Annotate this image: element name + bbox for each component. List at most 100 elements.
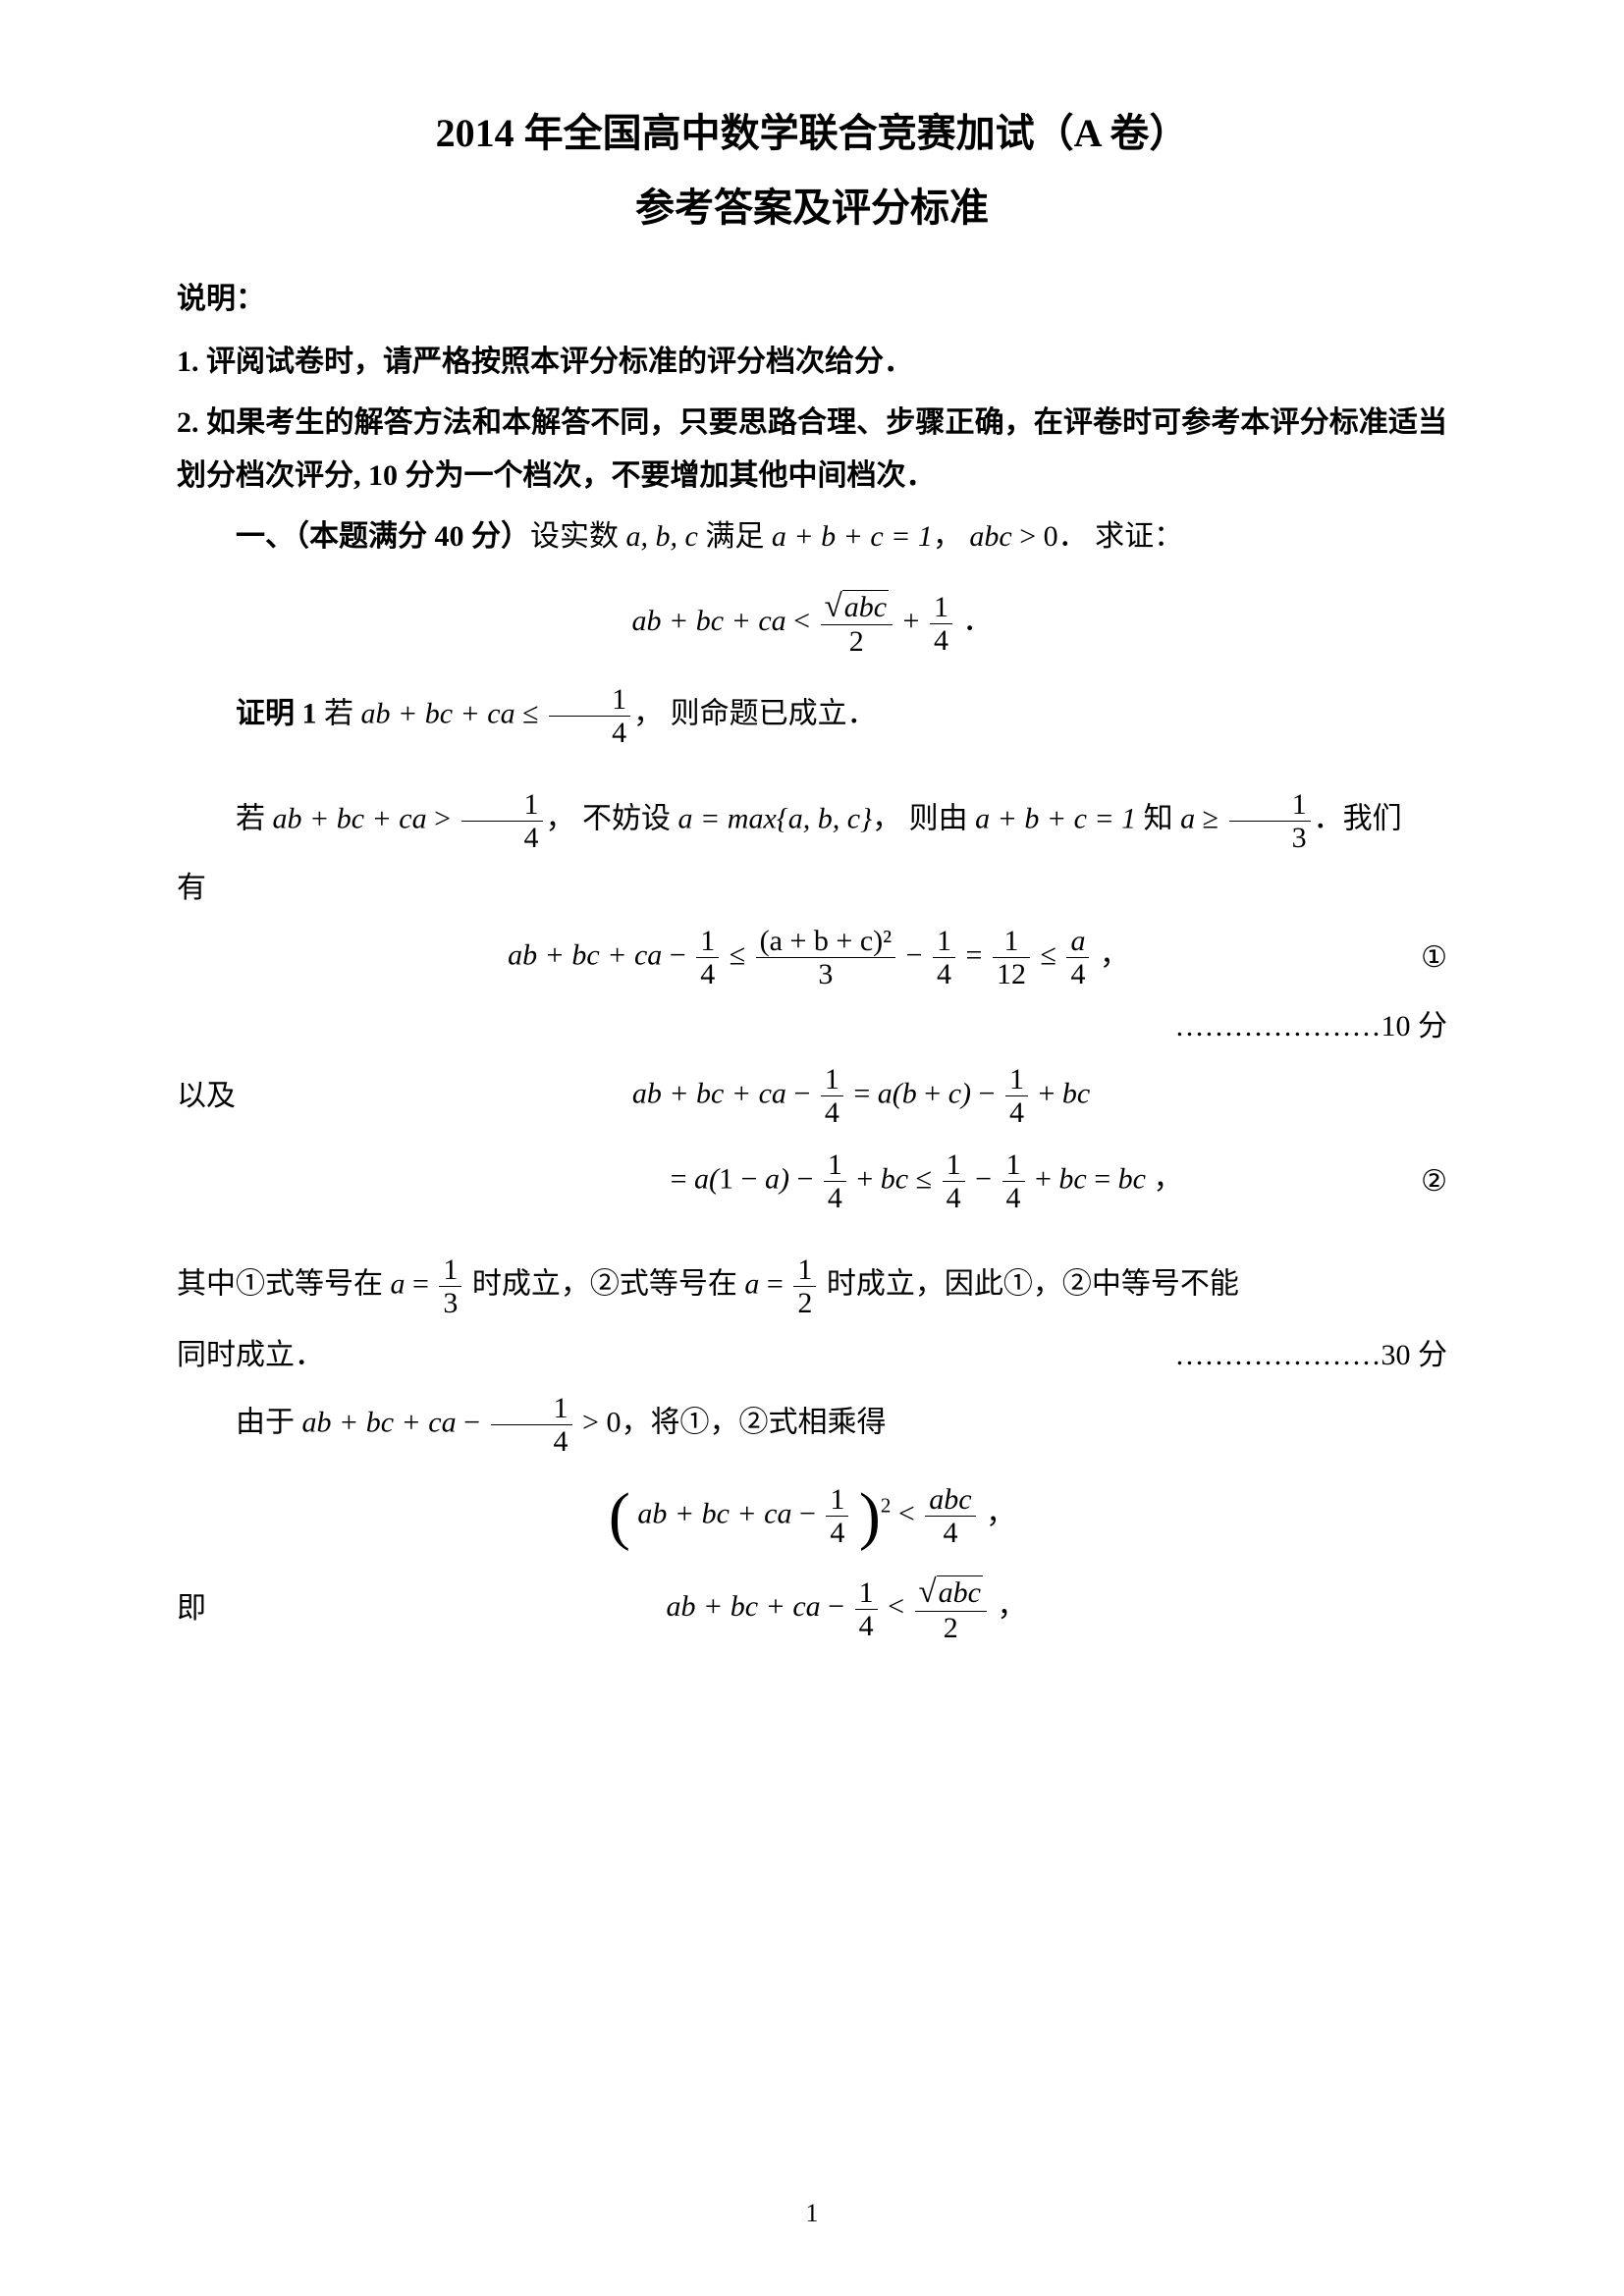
d14i2a2: 4 [1005, 1096, 1028, 1129]
d14i1b: 4 [933, 958, 955, 990]
sum-eq-2: a + b + c = 1 [975, 803, 1136, 835]
minus-i2a2: − [979, 1078, 996, 1110]
p1c2-t2: 知 [1136, 803, 1180, 835]
main-lhs: ab + bc + ca [632, 605, 786, 637]
frac-1-4-a: 1 4 [549, 683, 630, 749]
frac-14-i2a: 14 [821, 1063, 843, 1129]
num-1: 1 [930, 591, 952, 624]
instructions-heading: 说明： [177, 273, 1447, 326]
n112: 1 [993, 925, 1030, 958]
plus-i2a: + [924, 1078, 941, 1110]
gt-1: > [1019, 520, 1036, 553]
le-i2b: ≤ [916, 1163, 932, 1196]
frac-12-ce: 12 [793, 1254, 816, 1319]
plus-i2c: + [1035, 1163, 1052, 1196]
na4: a [1066, 925, 1089, 958]
ge-1: ≥ [1203, 803, 1218, 835]
gt-sm: > [582, 1407, 599, 1439]
le-1: ≤ [522, 698, 538, 730]
plus-bc: + [1038, 1078, 1055, 1110]
frac-1-12: 112 [993, 925, 1030, 990]
frac-1-3: 1 3 [1229, 788, 1311, 854]
d13ce: 3 [439, 1287, 461, 1319]
abc-gt0: abc > 0 [969, 520, 1057, 553]
frac-1-4-b: 1 4 [461, 788, 543, 854]
d13: 3 [1229, 822, 1311, 854]
frac-14-i1: 14 [696, 925, 719, 990]
den2-fin: 2 [915, 1612, 987, 1644]
squared-inequality: ( ab + bc + ca − 14 )2 < abc4 ， [177, 1483, 1447, 1549]
d14a: 4 [549, 717, 630, 749]
nabc4: abc [925, 1483, 975, 1517]
page-root: 2014 年全国高中数学联合竞赛加试（A 卷） 参考答案及评分标准 说明： 1.… [0, 0, 1624, 2296]
problem-1-body-3: ． 求证： [1058, 520, 1184, 553]
n14b: 1 [461, 788, 543, 822]
i1-lhs: ab + bc + ca [508, 939, 662, 972]
a-eq-max: a = max{a, b, c} [678, 803, 873, 835]
problem-1-statement: 一、（本题满分 40 分）设实数 a, b, c 满足 a + b + c = … [177, 510, 1447, 563]
sumsq-num: (a + b + c)² [760, 925, 892, 957]
sq-lhs: ab + bc + ca [637, 1498, 791, 1530]
n14i2c: 1 [943, 1148, 965, 1182]
eq-i2a: = [853, 1078, 870, 1110]
minus-i1b: − [906, 939, 923, 972]
comma-1: ， [933, 520, 962, 553]
frac-sqrt-abc-2: √abc 2 [821, 589, 893, 658]
problem-1-prefix: 一、（本题满分 40 分） [236, 520, 530, 553]
eq2-p1: = a(b + c) − [853, 1078, 1002, 1110]
comma-fin: ， [997, 1590, 1026, 1623]
period-main: ． [962, 605, 992, 637]
p1c2-t3: ．我们 [1314, 803, 1402, 835]
sqrt-abc: abc [842, 590, 889, 623]
frac-14-i2b: 14 [824, 1148, 846, 1214]
comma-sq: ， [986, 1498, 1015, 1530]
plus-main: + [903, 605, 920, 637]
minus-i2a: − [793, 1078, 810, 1110]
frac-14-i2c: 14 [943, 1148, 965, 1214]
den-2: 2 [821, 625, 893, 658]
gt-2: > [434, 803, 451, 835]
frac-14-i1b: 14 [933, 925, 955, 990]
p1c2-lhs: ab + bc + ca [273, 803, 427, 835]
le-i1b: ≤ [1040, 939, 1056, 972]
p1c1-lhs: ab + bc + ca [361, 698, 515, 730]
page-number: 1 [0, 2191, 1624, 2237]
d14i2a: 4 [821, 1096, 843, 1129]
title-line-1: 2014 年全国高中数学联合竞赛加试（A 卷） [177, 98, 1447, 169]
n14i1b: 1 [933, 925, 955, 958]
n13ce: 1 [439, 1254, 461, 1287]
frac-14-sm: 14 [491, 1392, 572, 1458]
n14fin: 1 [855, 1576, 878, 1610]
score-10: …………………10 分 [177, 1000, 1447, 1053]
equality-cond-line2: 同时成立． …………………30 分 [177, 1329, 1447, 1382]
d14i2b: 4 [824, 1182, 846, 1214]
sumsq-den: 3 [756, 958, 895, 990]
frac-1-4-main: 1 4 [930, 591, 952, 657]
n14i2b: 1 [824, 1148, 846, 1182]
n14sq: 1 [826, 1483, 848, 1517]
d14i2c: 4 [943, 1182, 965, 1214]
n14a: 1 [549, 683, 630, 717]
eq-i2b: = [671, 1163, 687, 1196]
problem-1-body-1: 设实数 [530, 520, 626, 553]
lt-fin: < [888, 1590, 904, 1623]
tag-1: ① [1421, 932, 1447, 985]
score-30: …………………30 分 [1175, 1329, 1448, 1382]
minus-i2b2: − [796, 1163, 813, 1196]
d14i2d: 4 [1002, 1182, 1025, 1214]
sum-eq: a + b + c = 1 [772, 520, 933, 553]
inequality-2a: 以及 ab + bc + ca − 14 = a(b + c) − 14 + b… [177, 1063, 1447, 1129]
ce3: 时成立，因此①，②中等号不能 [819, 1268, 1239, 1301]
lt-sq: < [898, 1498, 915, 1530]
frac-14-fin: 14 [855, 1576, 878, 1642]
d14b: 4 [461, 822, 543, 854]
inequality-2b: = a(1 − a) − 14 + bc ≤ 14 − 14 + bc = bc… [177, 1148, 1447, 1214]
le-i1a: ≤ [730, 939, 745, 972]
proof1-label: 证明 1 [236, 698, 317, 730]
frac-14-i2d: 14 [1002, 1148, 1025, 1214]
den-4: 4 [930, 624, 952, 657]
d14sq: 4 [826, 1517, 848, 1549]
frac-sqrt-abc-2-fin: √abc 2 [915, 1575, 987, 1643]
eq-ce2: = [767, 1268, 784, 1301]
n12ce: 1 [793, 1254, 816, 1287]
